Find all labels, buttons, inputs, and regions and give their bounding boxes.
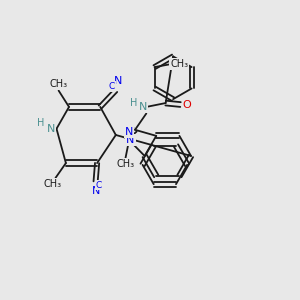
Text: H: H [130, 98, 137, 108]
Text: CH₃: CH₃ [116, 160, 135, 170]
Text: CH₃: CH₃ [44, 179, 62, 189]
Text: C: C [109, 82, 115, 91]
Text: C: C [95, 181, 102, 190]
Text: H: H [38, 118, 45, 128]
Text: N: N [47, 124, 56, 134]
Text: O: O [183, 100, 191, 110]
Text: N: N [126, 135, 134, 145]
Text: N: N [139, 102, 147, 112]
Text: N: N [92, 186, 100, 196]
Text: N: N [114, 76, 122, 86]
Text: N: N [125, 127, 133, 137]
Text: CH₃: CH₃ [50, 79, 68, 89]
Text: CH₃: CH₃ [170, 59, 188, 69]
